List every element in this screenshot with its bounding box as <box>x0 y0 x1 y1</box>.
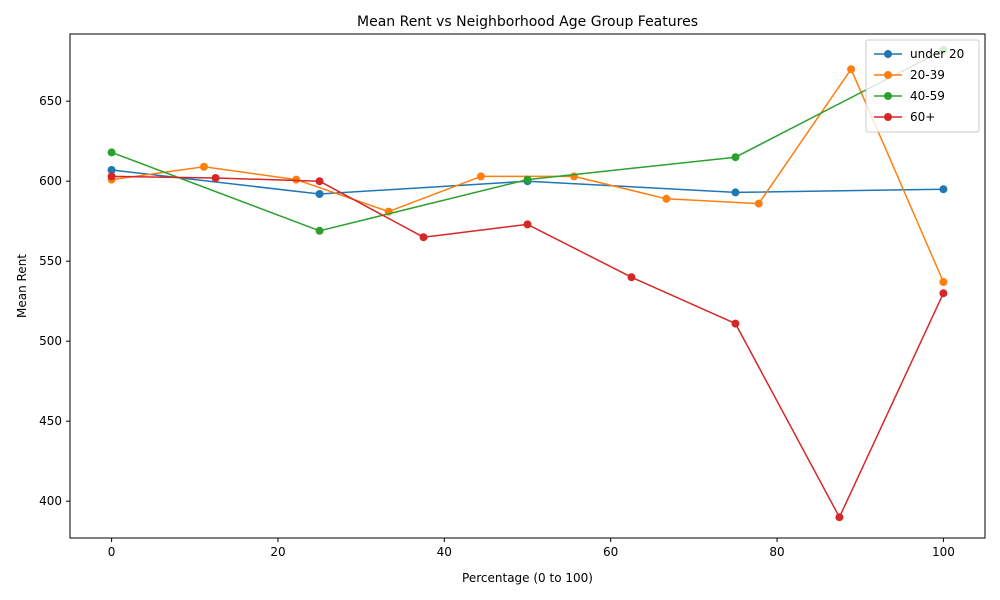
legend-label-under-20: under 20 <box>910 47 964 61</box>
y-tick-label: 550 <box>39 254 62 268</box>
data-point-20-39 <box>847 65 856 74</box>
data-point-60- <box>107 172 116 181</box>
legend-marker-20-39 <box>884 71 892 79</box>
data-point-20-39 <box>476 172 485 181</box>
x-axis-label: Percentage (0 to 100) <box>462 571 593 585</box>
x-tick-label: 20 <box>270 545 285 559</box>
data-point-60- <box>939 289 948 298</box>
y-tick-label: 650 <box>39 94 62 108</box>
data-point-20-39 <box>292 175 301 184</box>
plot-frame <box>69 33 986 539</box>
legend-marker-under-20 <box>884 50 892 58</box>
data-point-60- <box>627 273 636 282</box>
data-point-40-59 <box>107 148 116 157</box>
data-point-60- <box>731 319 740 328</box>
legend-marker-60- <box>884 113 892 121</box>
data-point-60- <box>523 220 532 229</box>
data-point-under-20 <box>731 188 740 197</box>
legend-box <box>865 39 980 133</box>
data-point-40-59 <box>315 226 324 235</box>
data-point-20-39 <box>939 278 948 286</box>
data-point-60- <box>315 177 324 186</box>
x-tick-label: 60 <box>603 545 618 559</box>
data-point-20-39 <box>754 199 763 208</box>
legend-label-40-59: 40-59 <box>910 89 945 103</box>
x-tick-label: 40 <box>437 545 452 559</box>
data-point-40-59 <box>523 175 532 184</box>
x-tick-label: 0 <box>108 545 116 559</box>
legend: under 20 20-39 40-59 60+ <box>865 39 980 133</box>
y-tick-label: 600 <box>39 174 62 188</box>
data-point-40-59 <box>731 153 740 162</box>
data-point-60- <box>211 174 220 182</box>
y-tick-label: 400 <box>39 494 62 508</box>
data-point-under-20 <box>939 185 948 194</box>
data-point-20-39 <box>199 162 208 171</box>
data-point-under-20 <box>315 190 324 198</box>
chart-title: Mean Rent vs Neighborhood Age Group Feat… <box>357 14 698 30</box>
data-point-under-20 <box>107 166 116 174</box>
data-point-60- <box>419 233 428 242</box>
data-point-20-39 <box>662 194 671 203</box>
legend-marker-40-59 <box>884 92 892 100</box>
y-tick-label: 500 <box>39 334 62 348</box>
x-tick-label: 100 <box>932 545 955 559</box>
legend-label-20-39: 20-39 <box>910 68 945 82</box>
plot-area <box>107 46 948 522</box>
data-point-60- <box>835 513 844 522</box>
x-tick-label: 80 <box>769 545 784 559</box>
y-tick-label: 450 <box>39 414 62 428</box>
y-axis-label: Mean Rent <box>15 254 29 318</box>
legend-label-60-: 60+ <box>910 110 935 124</box>
